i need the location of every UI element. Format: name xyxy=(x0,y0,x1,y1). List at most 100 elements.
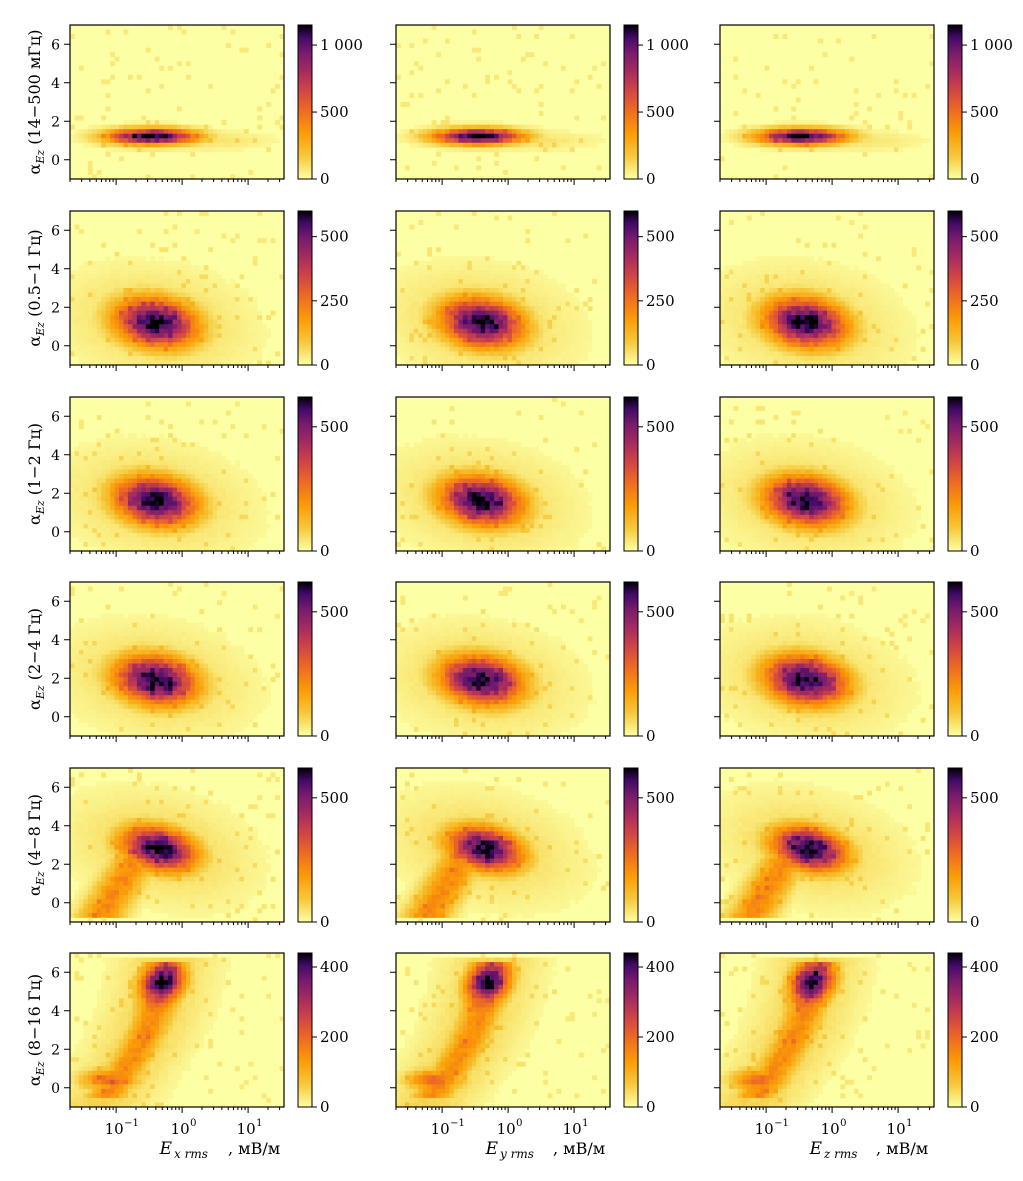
heatmap-cell xyxy=(485,324,491,330)
heatmap-cell xyxy=(476,346,482,352)
heatmap-cell xyxy=(177,138,182,144)
heatmap-cell xyxy=(92,342,98,348)
heatmap-cell xyxy=(764,133,770,139)
heatmap-cell xyxy=(898,360,904,366)
heatmap-cell xyxy=(804,315,810,321)
heatmap-cell xyxy=(445,355,450,361)
heatmap-cell xyxy=(217,147,222,153)
heatmap-cell xyxy=(742,297,748,302)
heatmap-cell xyxy=(764,138,770,144)
heatmap-cell xyxy=(480,274,486,280)
heatmap-cell xyxy=(239,346,245,352)
heatmap-cell xyxy=(396,283,401,289)
heatmap-cell xyxy=(480,301,486,307)
heatmap-cell xyxy=(574,142,580,148)
heatmap-cell xyxy=(543,360,548,366)
heatmap-cell xyxy=(154,292,160,298)
heatmap-cell xyxy=(427,274,433,280)
heatmap-cell xyxy=(132,501,138,507)
heatmap-cell xyxy=(427,124,433,130)
heatmap-cell xyxy=(132,483,138,488)
heatmap-cell xyxy=(190,265,196,271)
heatmap-cell xyxy=(168,283,173,289)
heatmap-cell xyxy=(720,306,725,312)
heatmap-cell xyxy=(467,138,473,144)
heatmap-cell xyxy=(876,292,881,298)
heatmap-cell xyxy=(181,510,187,516)
heatmap-cell xyxy=(471,319,477,325)
heatmap-cell xyxy=(529,292,535,298)
heatmap-cell xyxy=(114,306,120,312)
heatmap-cell xyxy=(867,360,872,366)
heatmap-cell xyxy=(813,124,819,130)
heatmap-cell xyxy=(844,319,850,325)
heatmap-cell xyxy=(270,238,276,244)
heatmap-cell xyxy=(431,120,437,126)
heatmap-cell xyxy=(849,346,855,352)
heatmap-cell xyxy=(764,324,770,330)
heatmap-cell xyxy=(511,25,517,30)
heatmap-cell xyxy=(893,337,899,343)
heatmap-cell xyxy=(507,278,513,284)
heatmap-cell xyxy=(168,292,173,298)
heatmap-cell xyxy=(114,274,120,280)
heatmap-cell xyxy=(190,528,196,534)
heatmap-cell xyxy=(230,501,236,507)
heatmap-cell xyxy=(840,147,846,153)
heatmap-cell xyxy=(208,464,214,470)
heatmap-cell xyxy=(858,315,864,321)
heatmap-cell xyxy=(773,147,779,153)
heatmap-cell xyxy=(601,115,606,121)
heatmap-cell xyxy=(110,532,115,538)
heatmap-cell xyxy=(458,283,464,289)
heatmap-cell xyxy=(511,288,517,293)
heatmap-cell xyxy=(489,124,495,130)
heatmap-cell xyxy=(552,306,557,312)
heatmap-cell xyxy=(880,297,886,302)
heatmap-cell xyxy=(494,297,499,302)
heatmap-cell xyxy=(422,342,428,348)
heatmap-cell xyxy=(203,469,209,475)
heatmap-cell xyxy=(818,129,823,135)
heatmap-cell xyxy=(194,138,200,144)
heatmap-cell xyxy=(114,541,120,547)
heatmap-cell xyxy=(199,133,205,139)
heatmap-cell xyxy=(520,292,526,298)
heatmap-cell xyxy=(404,301,410,307)
heatmap-cell xyxy=(471,360,477,366)
heatmap-cell xyxy=(538,83,544,89)
heatmap-cell xyxy=(737,360,743,366)
heatmap-cell xyxy=(880,310,886,316)
heatmap-cell xyxy=(822,269,828,275)
heatmap-cell xyxy=(163,437,169,443)
heatmap-cell xyxy=(827,278,832,284)
heatmap-cell xyxy=(145,360,151,366)
heatmap-cell xyxy=(190,306,196,312)
heatmap-cell xyxy=(119,346,124,352)
heatmap-cell xyxy=(163,546,169,552)
heatmap-cell xyxy=(520,288,526,293)
heatmap-cell xyxy=(898,337,904,343)
heatmap-cell xyxy=(862,315,868,321)
heatmap-cell xyxy=(400,102,406,107)
heatmap-cell xyxy=(485,301,491,307)
heatmap-cell xyxy=(422,38,428,44)
heatmap-cell xyxy=(159,292,165,298)
heatmap-cell xyxy=(409,292,415,298)
heatmap-cell xyxy=(431,351,437,357)
heatmap-cell xyxy=(458,256,464,262)
heatmap-cell xyxy=(221,501,227,507)
heatmap-cell xyxy=(239,541,245,547)
heatmap-cell xyxy=(208,460,214,466)
heatmap-cell xyxy=(185,265,191,271)
heatmap-cell xyxy=(742,355,748,361)
heatmap-cell xyxy=(876,315,881,321)
heatmap-cell xyxy=(449,346,455,352)
heatmap-cell xyxy=(248,142,254,148)
heatmap-cell xyxy=(83,451,89,457)
heatmap-cell xyxy=(92,460,98,466)
heatmap-cell xyxy=(436,288,441,293)
heatmap-cell xyxy=(880,142,886,148)
heatmap-cell xyxy=(226,514,231,520)
heatmap-cell xyxy=(511,324,517,330)
